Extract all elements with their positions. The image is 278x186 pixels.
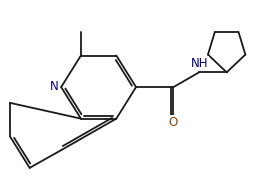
Text: O: O — [169, 116, 178, 129]
Text: N: N — [50, 80, 59, 93]
Text: NH: NH — [191, 57, 209, 70]
